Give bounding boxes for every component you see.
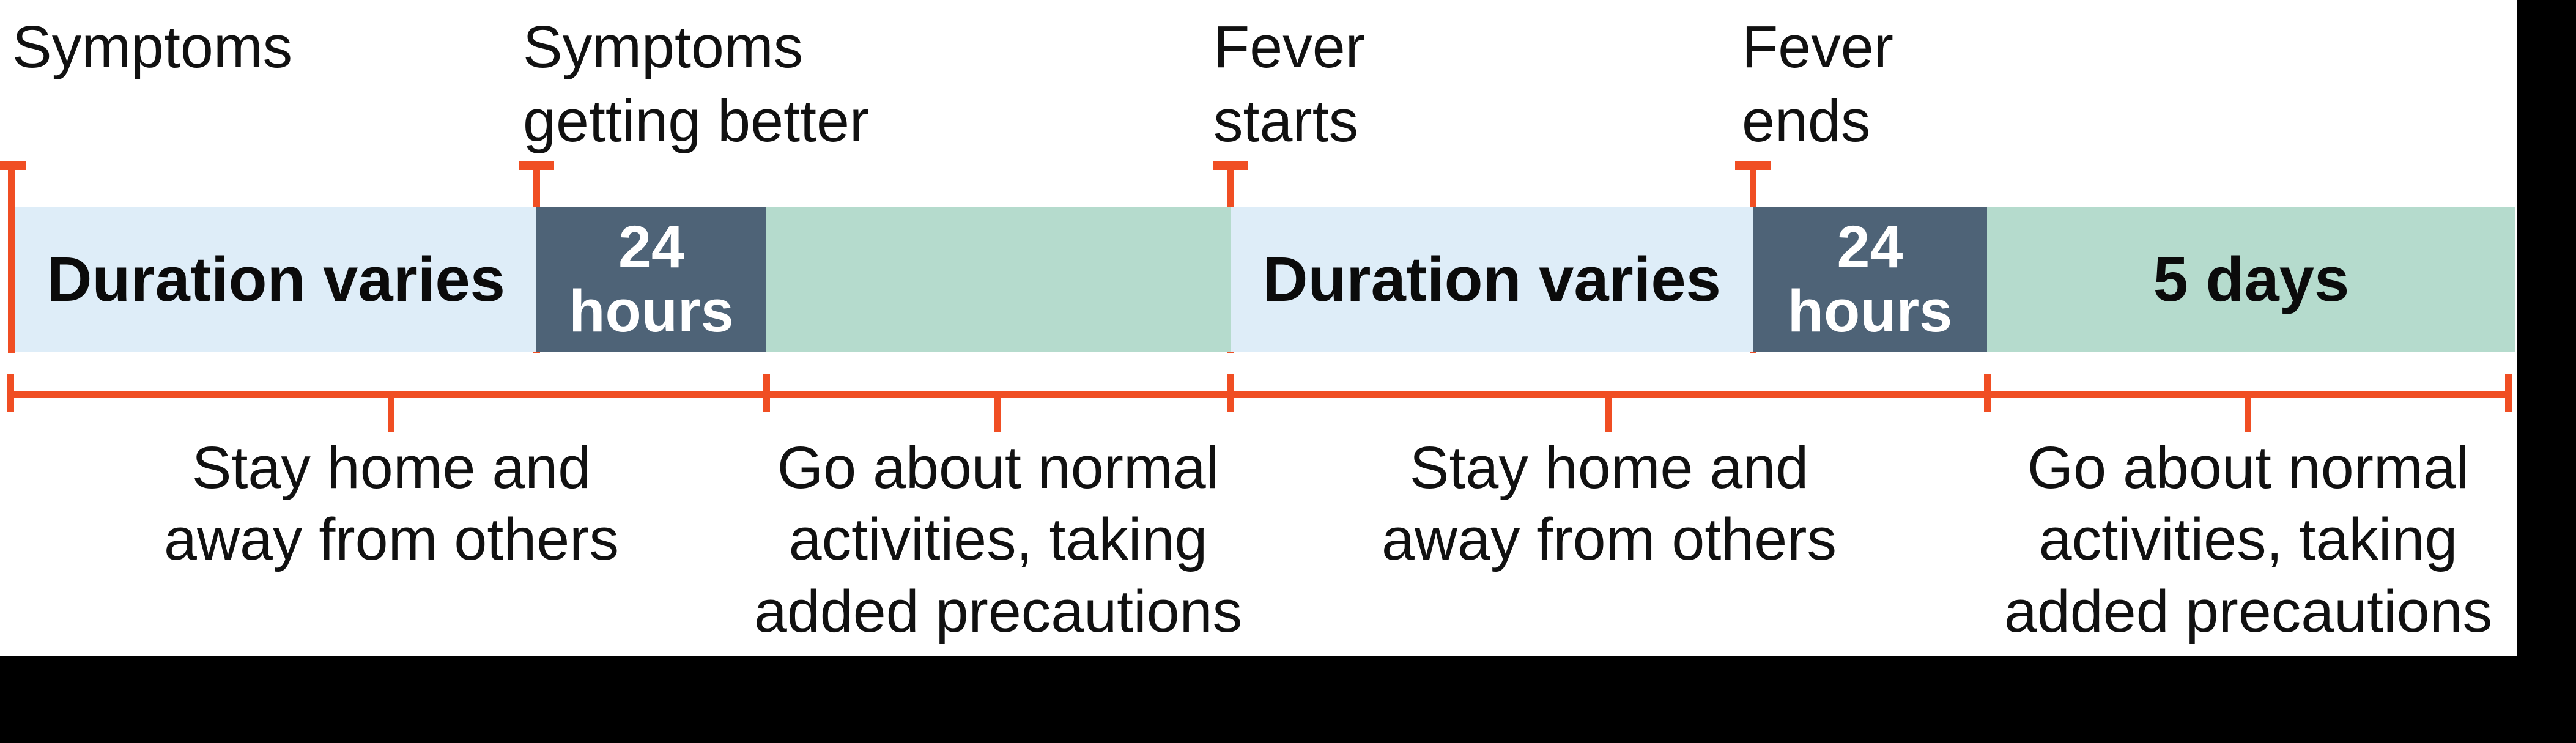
ruler-end-tick-left [7, 374, 14, 412]
ruler-mid-tick-4 [2245, 394, 2251, 432]
ruler-interval-label-stay-home-2: Stay home and away from others [1382, 434, 1837, 573]
ruler-interval-label-go-about-2: Go about normal activities, taking added… [2004, 434, 2493, 645]
event-label-fever-ends: Fever ends [1742, 13, 1893, 155]
segment-label: 5 days [2153, 243, 2350, 314]
ruler-interval-label-go-about-1: Go about normal activities, taking added… [753, 434, 1243, 645]
segment-5-days: 5 days [1987, 207, 2515, 352]
ruler-boundary-tick-24h-1 [763, 374, 770, 412]
event-label-fever-starts: Fever starts [1213, 13, 1365, 155]
segment-label: Duration varies [46, 243, 505, 314]
segment-label: Duration varies [1262, 243, 1721, 314]
ruler-boundary-tick-fever [1227, 374, 1234, 412]
event-label-symptoms: Symptoms [12, 13, 293, 80]
ruler-interval-label-stay-home-1: Stay home and away from others [164, 434, 619, 573]
event-tick-stem-symptoms [8, 161, 15, 353]
segment-duration-varies-1: Duration varies [15, 207, 536, 352]
ruler-line [11, 391, 2509, 398]
ruler-mid-tick-3 [1605, 394, 1612, 432]
timeline-bar: Duration varies 24 hours Duration varies… [0, 207, 2576, 352]
segment-normal-period-1 [766, 207, 1231, 352]
segment-duration-varies-2: Duration varies [1231, 207, 1753, 352]
segment-24-hours-1: 24 hours [536, 207, 766, 352]
event-label-symptoms-getting-better: Symptoms getting better [523, 13, 870, 155]
segment-label: 24 hours [1787, 213, 1953, 344]
frame-bottom-bar [0, 656, 2576, 743]
ruler-mid-tick-2 [994, 394, 1001, 432]
segment-24-hours-2: 24 hours [1753, 207, 1987, 352]
ruler-end-tick-right [2505, 374, 2512, 412]
ruler-mid-tick-1 [388, 394, 394, 432]
frame-right-bar [2517, 0, 2576, 656]
segment-label: 24 hours [569, 213, 734, 344]
ruler-boundary-tick-24h-2 [1984, 374, 1991, 412]
